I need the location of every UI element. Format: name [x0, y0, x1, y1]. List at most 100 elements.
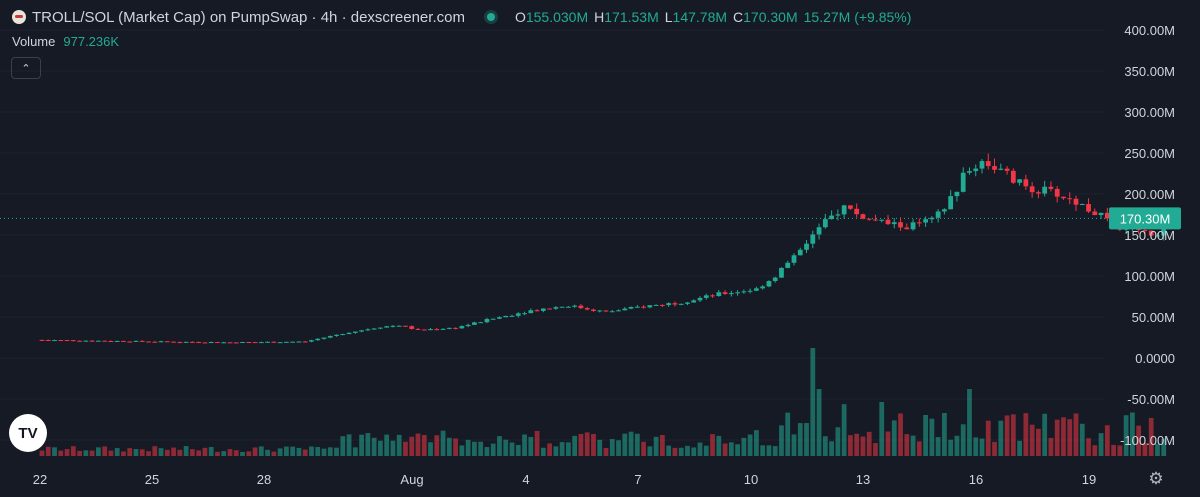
volume-bar: [791, 434, 797, 456]
volume-bar: [1148, 417, 1154, 456]
candle-body: [578, 305, 584, 309]
volume-bar: [628, 431, 634, 456]
volume-bar: [1098, 433, 1104, 456]
volume-bar: [484, 447, 490, 456]
volume-bar: [634, 433, 640, 456]
candle-body: [108, 341, 114, 343]
volume-bar: [428, 442, 433, 456]
volume-bar: [898, 413, 903, 456]
candle-body: [985, 161, 991, 167]
candle-body: [967, 171, 972, 173]
volume-bar: [1073, 413, 1079, 456]
volume-bar: [992, 441, 997, 456]
volume-bar: [490, 443, 496, 456]
candle-body: [641, 306, 646, 308]
close-value: 170.30M: [743, 9, 798, 25]
volume-bar: [440, 430, 446, 456]
volume-bar: [208, 447, 214, 456]
y-tick-label: 0.0000: [1135, 351, 1175, 366]
volume-bar: [772, 446, 778, 456]
volume-bar: [1142, 443, 1148, 456]
candle-body: [371, 328, 377, 330]
volume-bar: [183, 446, 189, 456]
volume-bar: [215, 451, 220, 456]
candle-body: [64, 340, 70, 342]
chart-header: TROLL/SOL (Market Cap) on PumpSwap · 4h …: [12, 6, 911, 28]
volume-bar: [747, 434, 753, 456]
candle-body: [810, 234, 816, 244]
candle-body: [240, 342, 245, 344]
open-label: O: [514, 9, 526, 25]
volume-bar: [1136, 425, 1142, 456]
volume-bar: [1054, 419, 1060, 456]
volume-bar: [960, 424, 966, 456]
candle-body: [177, 342, 183, 344]
volume-bar: [591, 433, 596, 456]
candle-body: [233, 342, 239, 344]
volume-bar: [1117, 445, 1123, 456]
volume-bar: [296, 447, 302, 456]
volume-bar: [227, 449, 233, 456]
candle-body: [484, 319, 490, 323]
volume-bar: [1086, 438, 1091, 456]
volume-bar: [923, 414, 928, 456]
candle-body: [1148, 230, 1154, 236]
volume-bar: [509, 442, 515, 456]
candle-body: [540, 308, 546, 311]
candle-body: [904, 227, 910, 230]
volume-bar: [1010, 414, 1016, 456]
y-tick-label: -100.00M: [1120, 433, 1175, 448]
volume-bar: [666, 445, 672, 456]
volume-bar: [1061, 417, 1066, 456]
volume-bar: [171, 447, 176, 456]
volume-bar: [609, 439, 615, 456]
candle-body: [854, 208, 860, 215]
candle-body: [45, 339, 51, 341]
volume-bar: [566, 442, 571, 456]
candle-body: [1036, 192, 1041, 194]
x-tick-label: 7: [634, 472, 641, 487]
candle-body: [327, 335, 333, 338]
collapse-legend-button[interactable]: ⌃: [11, 57, 41, 79]
volume-bar: [622, 433, 628, 456]
volume-bar: [779, 425, 784, 456]
candle-body: [678, 303, 684, 305]
candle-body: [215, 342, 220, 344]
volume-bar: [365, 433, 371, 456]
candle-body: [127, 341, 133, 343]
volume-bar: [728, 442, 734, 456]
candle-body: [1067, 198, 1073, 200]
volume-bar: [534, 430, 540, 456]
volume-bar: [584, 432, 590, 456]
candle-body: [1004, 168, 1010, 171]
candle-body: [559, 306, 565, 308]
volume-bar: [766, 445, 772, 456]
volume-bar: [572, 435, 578, 456]
candle-body: [171, 341, 176, 343]
candle-body: [597, 310, 603, 312]
volume-bar: [478, 441, 484, 456]
volume-bar: [835, 427, 841, 456]
volume-bar: [935, 437, 941, 456]
open-value: 155.030M: [525, 9, 589, 25]
gear-icon[interactable]: ⚙: [1148, 469, 1164, 488]
volume-bar: [785, 412, 791, 456]
candle-body: [472, 322, 477, 325]
x-tick-label: 13: [856, 472, 870, 487]
volume-bar: [797, 423, 803, 456]
candle-body: [685, 302, 690, 304]
x-tick-label: Aug: [400, 472, 423, 487]
volume-bar: [390, 440, 396, 456]
volume-bar: [710, 434, 715, 456]
candle-body: [1048, 186, 1054, 189]
volume-bar: [164, 449, 170, 456]
candle-body: [1073, 198, 1079, 205]
candle-body: [415, 328, 421, 330]
candle-body: [1155, 235, 1160, 237]
candle-body: [622, 308, 628, 311]
last-price-label: 170.30M: [1120, 211, 1171, 226]
candles: [39, 153, 1167, 344]
candle-body: [246, 342, 252, 344]
candle-body: [221, 342, 227, 344]
volume-bar: [415, 433, 421, 456]
